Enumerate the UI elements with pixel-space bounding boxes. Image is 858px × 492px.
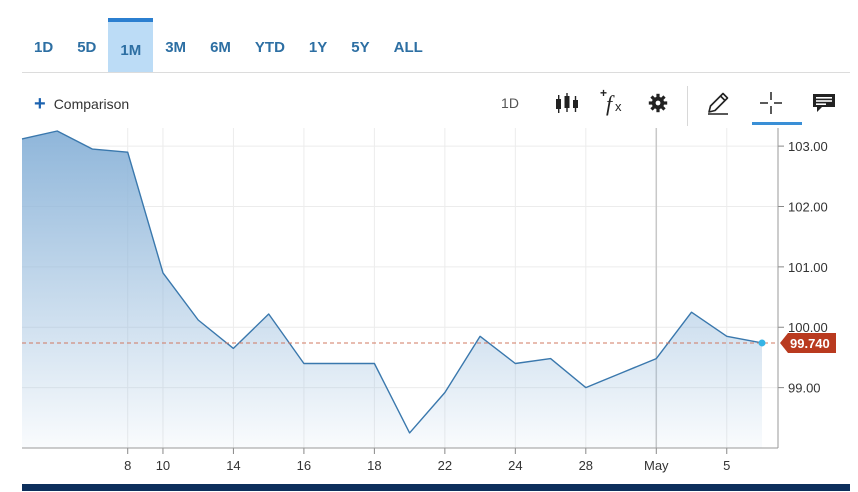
header-divider <box>22 72 850 73</box>
last-price-label: 99.740 <box>790 336 830 351</box>
range-tab-1m[interactable]: 1M <box>108 18 154 72</box>
x-tick-label: May <box>644 458 669 473</box>
range-tab-5y[interactable]: 5Y <box>351 38 370 56</box>
gear-icon <box>648 93 668 113</box>
crosshair-button[interactable] <box>755 86 787 120</box>
chart-toolbar: 1D + f x <box>0 86 858 126</box>
range-tab-1y[interactable]: 1Y <box>308 38 328 56</box>
y-tick-label: 102.00 <box>788 199 828 214</box>
bottom-accent-bar <box>22 484 850 491</box>
svg-text:x: x <box>615 99 622 114</box>
last-data-point <box>758 339 766 347</box>
toolbar-separator <box>687 86 688 126</box>
range-tab-all[interactable]: ALL <box>393 38 423 56</box>
time-range-selector: 1D 5D 1M 3M 6M YTD 1Y 5Y ALL <box>22 18 435 72</box>
x-tick-label: 5 <box>723 458 730 473</box>
y-tick-label: 101.00 <box>788 260 828 275</box>
y-tick-label: 99.00 <box>788 381 821 396</box>
last-price-badge <box>780 332 836 353</box>
comparison-label: Comparison <box>53 96 130 112</box>
svg-text:+: + <box>600 88 607 100</box>
range-tab-ytd[interactable]: YTD <box>254 38 285 56</box>
settings-button[interactable] <box>643 86 673 120</box>
candlestick-icon <box>556 93 578 113</box>
x-tick-label: 8 <box>124 458 131 473</box>
draw-button[interactable] <box>702 86 734 120</box>
pencil-icon <box>708 92 729 115</box>
range-tab-5d[interactable]: 5D <box>77 38 97 56</box>
range-tab-1d[interactable]: 1D <box>34 38 54 56</box>
x-tick-label: 24 <box>508 458 522 473</box>
crosshair-icon <box>760 92 782 114</box>
indicators-button[interactable]: + f x <box>596 86 630 120</box>
function-icon: + f x <box>600 88 622 116</box>
range-tab-6m[interactable]: 6M <box>210 38 231 56</box>
x-tick-label: 18 <box>367 458 381 473</box>
news-icon <box>813 94 835 112</box>
y-tick-label: 103.00 <box>788 139 828 154</box>
active-tool-indicator <box>752 122 802 125</box>
x-tick-label: 28 <box>579 458 593 473</box>
price-line <box>21 130 763 434</box>
chart-type-button[interactable] <box>550 86 584 120</box>
x-tick-label: 10 <box>156 458 170 473</box>
x-tick-label: 16 <box>297 458 311 473</box>
svg-text:f: f <box>606 91 615 116</box>
plus-icon: + <box>34 93 46 115</box>
x-tick-label: 14 <box>226 458 240 473</box>
news-button[interactable] <box>808 86 840 120</box>
interval-button[interactable]: 1D <box>501 95 519 111</box>
y-tick-label: 100.00 <box>788 320 828 335</box>
range-tab-3m[interactable]: 3M <box>165 38 187 56</box>
comparison-button[interactable]: + Comparison <box>34 94 129 114</box>
x-tick-label: 22 <box>438 458 452 473</box>
price-area-fill <box>22 131 762 448</box>
